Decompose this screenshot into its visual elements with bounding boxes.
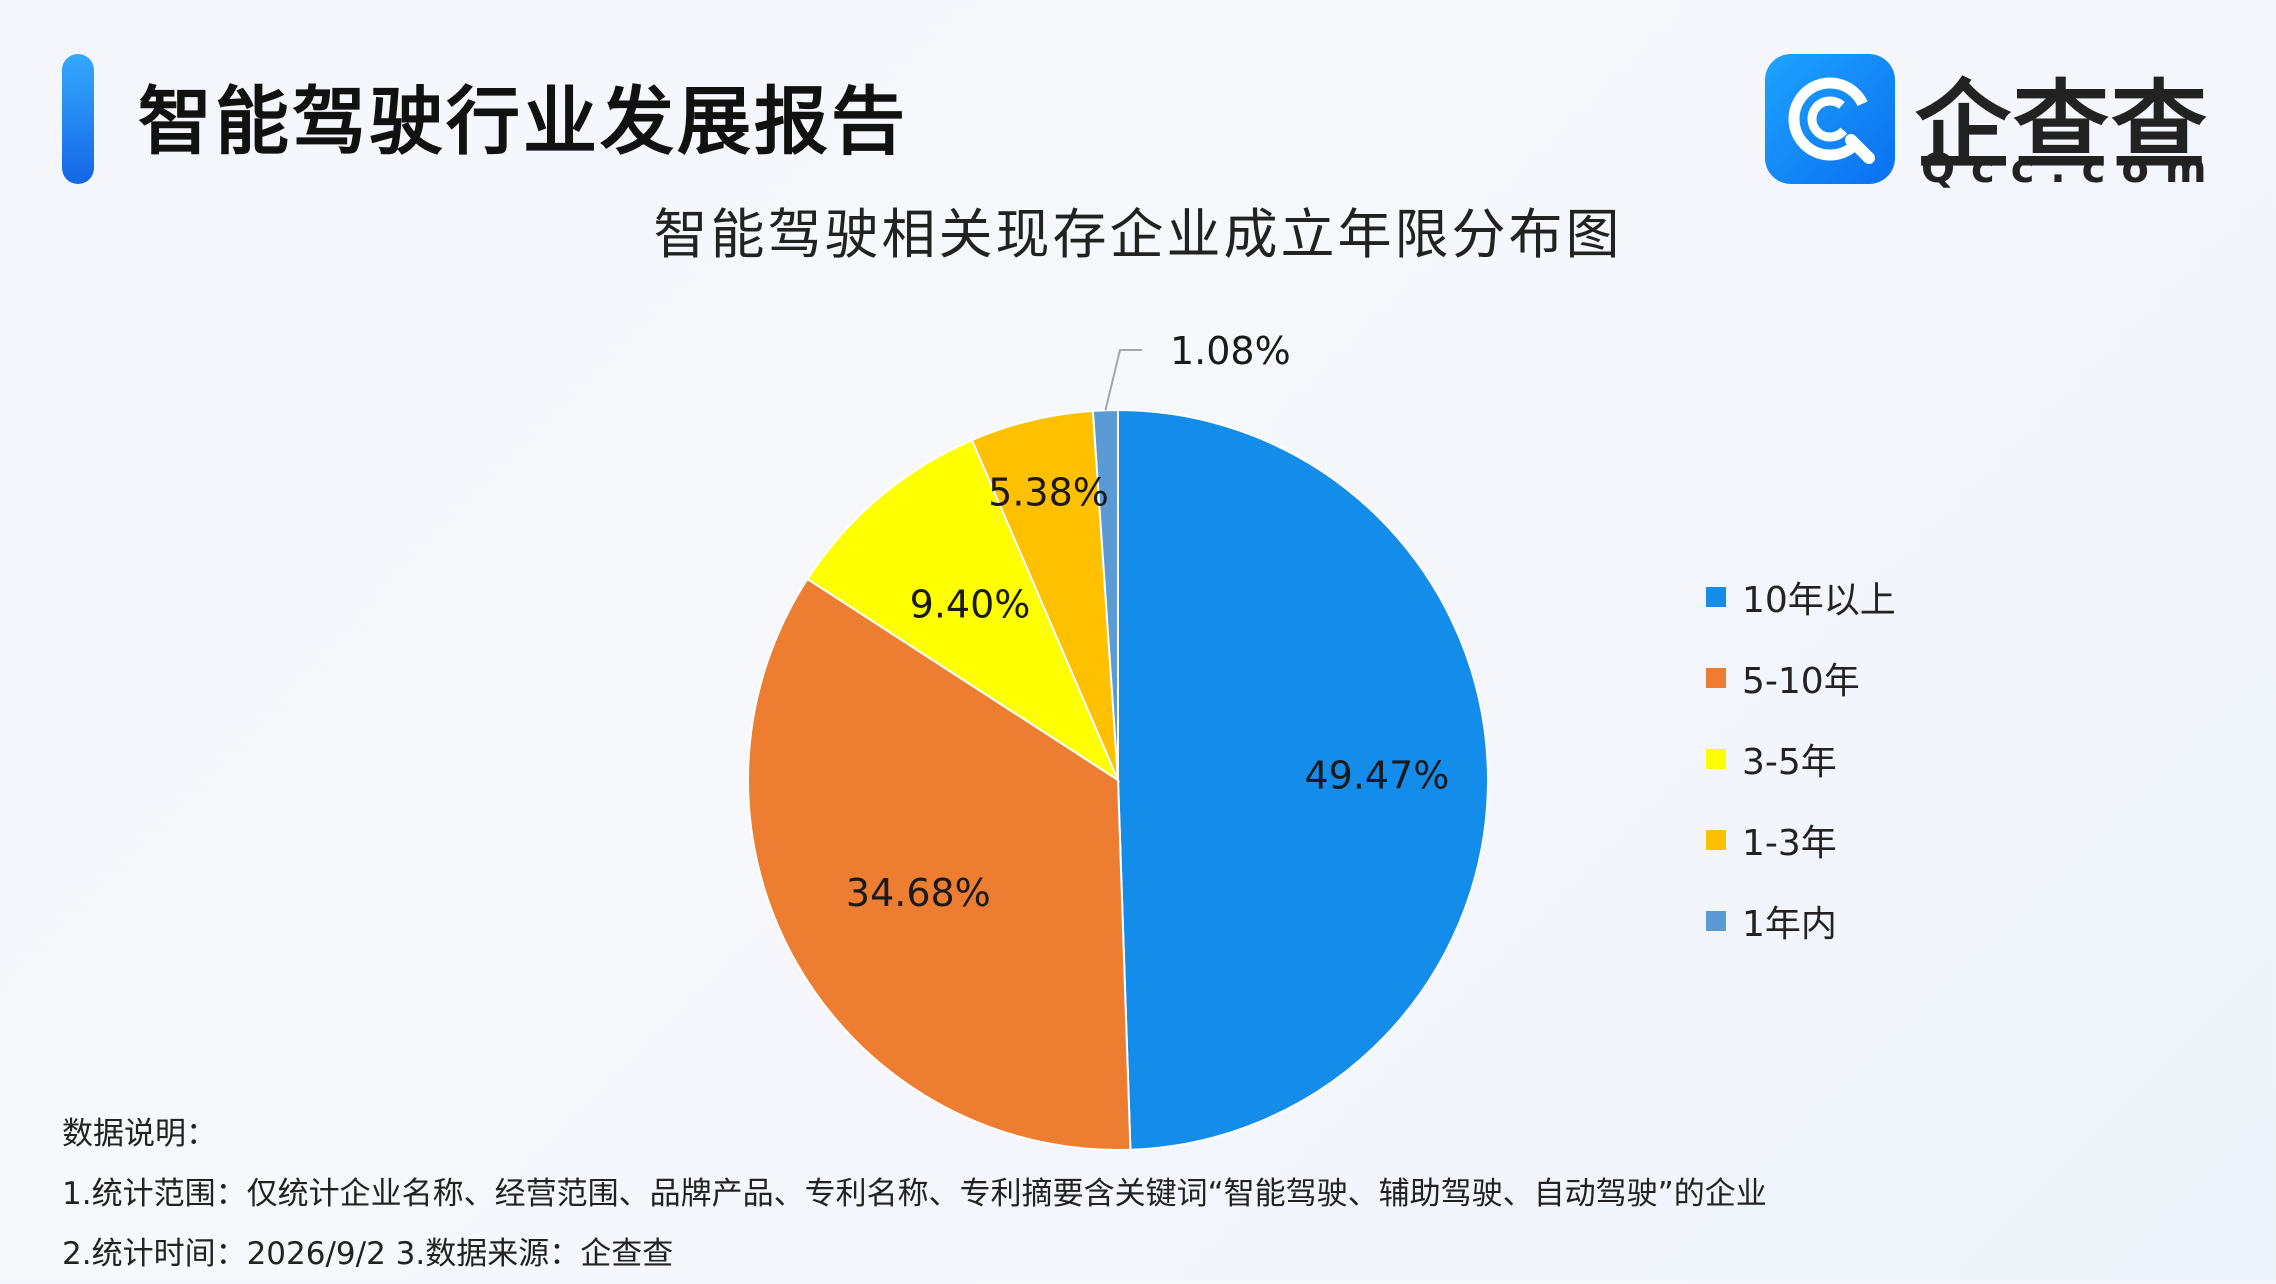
legend-label-4: 1-3年 — [1742, 822, 1837, 864]
legend-swatch-3 — [1706, 748, 1726, 769]
pie-label-1: 49.47% — [1305, 754, 1450, 798]
pie-slice-3 — [805, 438, 1121, 783]
pie-slice-1 — [1117, 408, 1489, 1151]
legend-swatch-5 — [1706, 910, 1726, 931]
legend-swatch-1 — [1706, 586, 1726, 607]
legend-label-1: 10年以上 — [1742, 579, 1896, 621]
notes-line-2: 2.统计时间：2026/9/2 3.数据来源：企查查 — [62, 1236, 674, 1272]
legend-item-1: 10年以上 — [1706, 556, 1896, 637]
notes-heading: 数据说明： — [62, 1116, 217, 1152]
legend-label-5: 1年内 — [1742, 903, 1837, 945]
pie-leader-line — [1104, 349, 1142, 411]
legend-label-2: 5-10年 — [1742, 660, 1860, 702]
qcc-logo-icon — [1765, 54, 1895, 184]
qcc-logo[interactable]: 企查查 Qcc.com — [1765, 54, 2207, 192]
legend-item-3: 3-5年 — [1706, 718, 1896, 799]
legend-item-2: 5-10年 — [1706, 637, 1896, 718]
pie-label-4: 5.38% — [988, 470, 1109, 514]
legend-item-5: 1年内 — [1706, 880, 1896, 961]
pie-label-5: 1.08% — [1170, 329, 1291, 373]
legend-swatch-4 — [1706, 829, 1726, 850]
title-accent-bar — [62, 54, 94, 184]
pie-label-2: 34.68% — [846, 871, 991, 915]
pie-slice-2 — [747, 577, 1132, 1151]
logo-name: 企查查 — [1915, 70, 2209, 182]
legend-swatch-2 — [1706, 667, 1726, 688]
logo-domain: Qcc.com — [1921, 146, 2223, 192]
notes-line-1: 1.统计范围：仅统计企业名称、经营范围、品牌产品、专利名称、专利摘要含关键词“智… — [62, 1176, 1767, 1212]
data-notes: 数据说明： 1.统计范围：仅统计企业名称、经营范围、品牌产品、专利名称、专利摘要… — [62, 1104, 1767, 1284]
legend-label-3: 3-5年 — [1742, 741, 1837, 783]
pie-slice-5 — [1091, 408, 1119, 781]
chart-title: 智能驾驶相关现存企业成立年限分布图 — [653, 203, 1623, 266]
report-title: 智能驾驶行业发展报告 — [138, 79, 908, 165]
pie-label-3: 9.40% — [910, 583, 1031, 627]
chart-legend: 10年以上 5-10年 3-5年 1-3年 1年内 — [1706, 556, 1896, 961]
legend-item-4: 1-3年 — [1706, 799, 1896, 880]
